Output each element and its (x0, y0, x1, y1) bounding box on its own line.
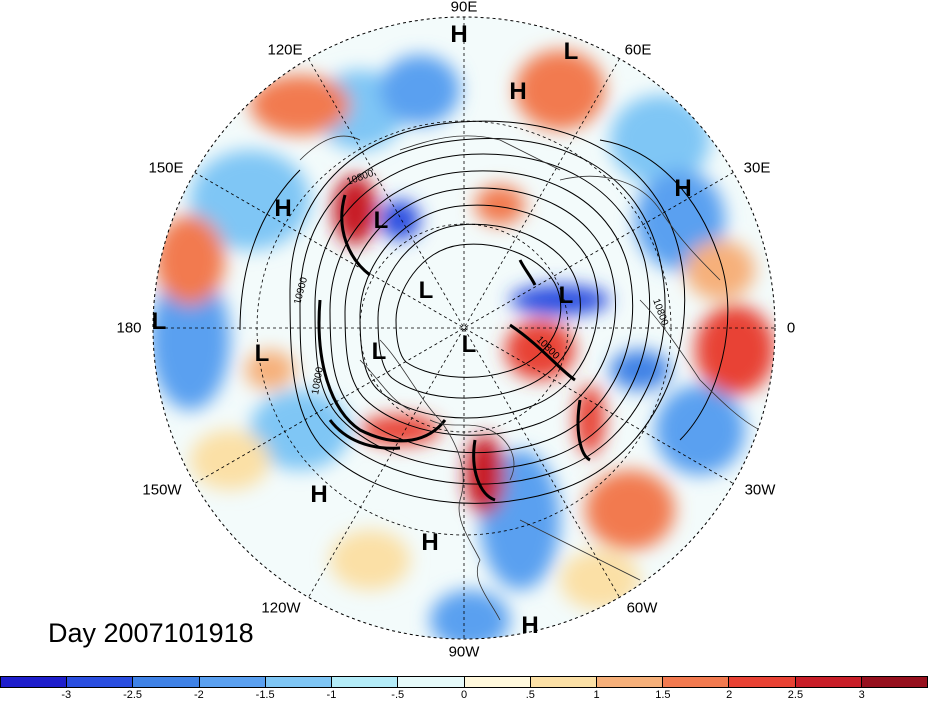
low-center: L (254, 340, 270, 367)
lon-label-30e: 30E (743, 159, 771, 177)
colorbar-segment (464, 677, 531, 687)
lon-label-60e: 60E (624, 41, 652, 59)
colorbar-tick-label: -2 (193, 689, 204, 701)
lon-label-90e: 90E (450, 0, 478, 16)
colorbar-tick-label: 0 (460, 689, 468, 701)
low-center: L (373, 207, 389, 234)
colorbar-tick-label: -.5 (391, 689, 405, 701)
colorbar-segment (199, 677, 266, 687)
lon-label-120w: 120W (261, 599, 301, 617)
colorbar-tick-label: 1.5 (655, 689, 671, 701)
colorbar-tick-label: 3 (858, 689, 865, 701)
high-center: H (450, 21, 468, 48)
colorbar-segment (663, 677, 730, 687)
colorbar-segment (332, 677, 399, 687)
low-center: L (151, 308, 167, 335)
colorbar-segment (530, 677, 597, 687)
colorbar-segment (265, 677, 333, 687)
colorbar-segment (729, 677, 796, 687)
colorbar-tick-label: -1 (326, 689, 337, 701)
low-center: L (418, 277, 434, 304)
lon-label-90w: 90W (448, 643, 480, 661)
colorbar-segment (795, 677, 862, 687)
colorbar-segment (1, 677, 68, 687)
colorbar (0, 676, 928, 688)
anomaly-field (153, 17, 775, 639)
colorbar-tick-label: -2.5 (123, 689, 143, 701)
lon-label-180: 180 (116, 319, 142, 337)
coastlines (299, 135, 761, 621)
colorbar-segment (133, 677, 200, 687)
low-center: L (371, 338, 387, 365)
low-center: L (558, 282, 574, 309)
lon-label-60w: 60W (626, 599, 658, 617)
low-center: L (563, 38, 579, 65)
lon-label-0: 0 (786, 319, 796, 337)
colorbar-segment (398, 677, 465, 687)
colorbar-tick-label: 2 (726, 689, 733, 701)
low-center: L (461, 331, 477, 358)
height-contours (239, 120, 729, 504)
high-center: H (310, 481, 328, 508)
colorbar-tick-label: -1.5 (255, 689, 275, 701)
lon-label-30w: 30W (744, 481, 776, 499)
day-title: Day 2007101918 (48, 618, 254, 648)
lon-label-150w: 150W (142, 481, 182, 499)
jet-contours (317, 194, 591, 502)
contour-label: 10800 (310, 366, 326, 396)
graticule (153, 17, 775, 639)
colorbar-segment (596, 677, 664, 687)
high-center: H (274, 195, 292, 222)
lon-label-150e: 150E (148, 159, 184, 177)
lon-label-120e: 120E (267, 41, 303, 59)
colorbar-segment (67, 677, 134, 687)
high-center: H (509, 78, 527, 105)
colorbar-tick-label: 2.5 (787, 689, 804, 701)
colorbar-tick-label: -3 (61, 689, 72, 701)
colorbar-segment (861, 677, 928, 687)
colorbar-tick-label: .5 (525, 689, 535, 701)
high-center: H (521, 612, 539, 639)
high-center: H (674, 175, 692, 202)
high-center: H (421, 529, 439, 556)
colorbar-tick-label: 1 (593, 689, 600, 701)
